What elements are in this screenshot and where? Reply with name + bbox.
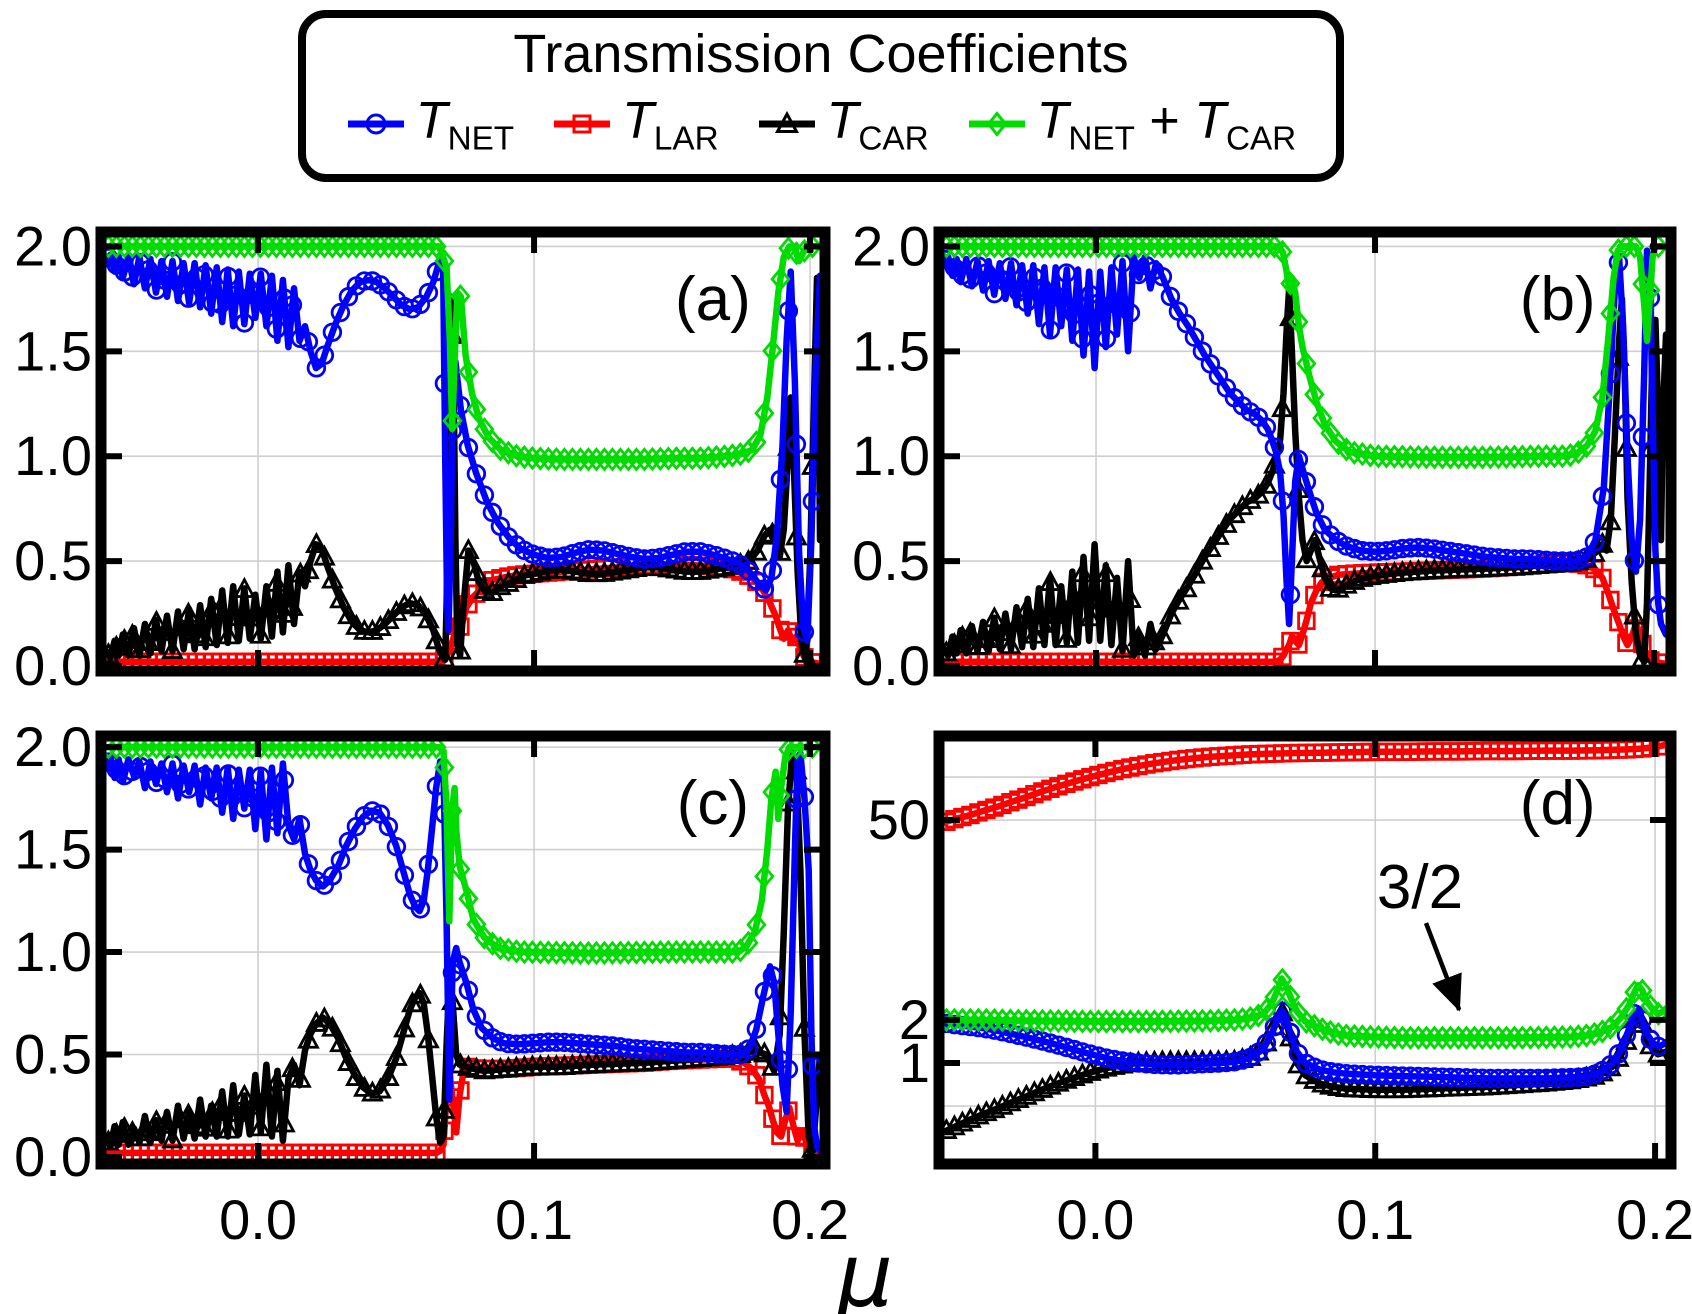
legend-label-tsum: TNET + TCAR bbox=[1036, 91, 1297, 157]
panel-c: 0.0 0.1 0.2 2.0 1.5 1.0 0.5 0.0 (c) bbox=[14, 715, 849, 1251]
panel-d: 0.0 0.1 0.2 50 21 (d) 3/2 bbox=[868, 730, 1692, 1251]
y-tick-label: 0.0 bbox=[14, 1125, 92, 1188]
legend-label-tnet: TNET bbox=[415, 91, 515, 157]
y-tick-label: 1.5 bbox=[14, 818, 92, 881]
y-tick-label: 1.0 bbox=[14, 920, 92, 983]
ticks-d bbox=[939, 736, 1671, 1164]
panel-a: 2.0 1.5 1.0 0.5 0.0 (a) bbox=[14, 214, 831, 697]
x-tick-label: 0.1 bbox=[495, 1188, 573, 1251]
panel-label-c: (c) bbox=[677, 769, 749, 838]
x-tick-label: 0.2 bbox=[1616, 1188, 1692, 1251]
panel-label-a: (a) bbox=[675, 265, 751, 334]
panel-c-series-tsum bbox=[106, 741, 820, 966]
x-tick-label: 0.0 bbox=[1056, 1188, 1134, 1251]
y-tick-label: 1.0 bbox=[852, 424, 930, 487]
panel-b-series-tsum bbox=[944, 237, 1666, 470]
annotation-three-halves: 3/2 bbox=[1377, 853, 1463, 922]
legend-title: Transmission Coefficients bbox=[513, 24, 1129, 84]
tlar-sample-icon bbox=[554, 114, 611, 134]
ticks-b bbox=[939, 232, 1671, 671]
ticks-c bbox=[101, 736, 825, 1164]
panel-b-series-tnet bbox=[944, 247, 1666, 638]
frame-d bbox=[933, 730, 1677, 1170]
y-tick-label: 2.0 bbox=[14, 214, 92, 277]
legend-row: TNET TLAR TCAR TNET + TCAR bbox=[346, 91, 1296, 158]
y-tick-label: 2 bbox=[899, 988, 930, 1051]
legend-label-tlar: TLAR bbox=[622, 91, 719, 157]
y-tick-label: 1.5 bbox=[852, 319, 930, 382]
legend-label-tcar: TCAR bbox=[826, 91, 929, 157]
frame-a bbox=[95, 226, 831, 677]
y-tick-label: 0.5 bbox=[852, 529, 930, 592]
panel-d-series-tlar bbox=[944, 741, 1666, 831]
y-tick-label: 2.0 bbox=[852, 214, 930, 277]
legend-entry-tcar: TCAR bbox=[757, 91, 929, 158]
y-tick-label: 0.5 bbox=[14, 529, 92, 592]
panel-label-b: (b) bbox=[1520, 265, 1596, 334]
y-tick-label: 1 bbox=[899, 1031, 930, 1094]
y-tick-label: 2.0 bbox=[14, 715, 92, 778]
y-tick-label: 50 bbox=[868, 788, 930, 851]
y-tick-label: 1.5 bbox=[14, 319, 92, 382]
y-tick-label: 1.0 bbox=[14, 424, 92, 487]
legend-entry-tlar: TLAR bbox=[552, 91, 719, 158]
legend-entry-tnet: TNET bbox=[346, 91, 514, 158]
tnet-sample-icon bbox=[347, 113, 404, 135]
tsum-sample-icon bbox=[968, 111, 1025, 138]
ticks-a bbox=[101, 232, 825, 671]
annotation-arrow bbox=[1423, 922, 1462, 1012]
frame-b bbox=[933, 226, 1677, 677]
panel-a-series-tcar bbox=[106, 274, 820, 666]
y-tick-label: 0.5 bbox=[14, 1023, 92, 1086]
y-tick-label: 0.0 bbox=[852, 634, 930, 697]
panel-d-series-tsum bbox=[944, 967, 1666, 1050]
legend: Transmission Coefficients TNET TLAR TCAR TN… bbox=[298, 10, 1344, 182]
panel-d-series-tnet bbox=[944, 1001, 1666, 1089]
panel-a-series-tsum bbox=[106, 237, 820, 472]
panel-a-series-tnet bbox=[106, 248, 820, 645]
y-tick-label: 0.0 bbox=[14, 634, 92, 697]
panel-label-d: (d) bbox=[1520, 769, 1596, 838]
panel-b: 2.0 1.5 1.0 0.5 0.0 (b) bbox=[852, 214, 1677, 697]
x-axis-label-mu: μ bbox=[837, 1224, 893, 1314]
legend-entry-tsum: TNET + TCAR bbox=[967, 91, 1297, 158]
x-tick-label: 0.2 bbox=[771, 1188, 849, 1251]
tcar-sample-icon bbox=[758, 111, 815, 134]
x-tick-label: 0.0 bbox=[219, 1188, 297, 1251]
x-tick-label: 0.1 bbox=[1336, 1188, 1414, 1251]
